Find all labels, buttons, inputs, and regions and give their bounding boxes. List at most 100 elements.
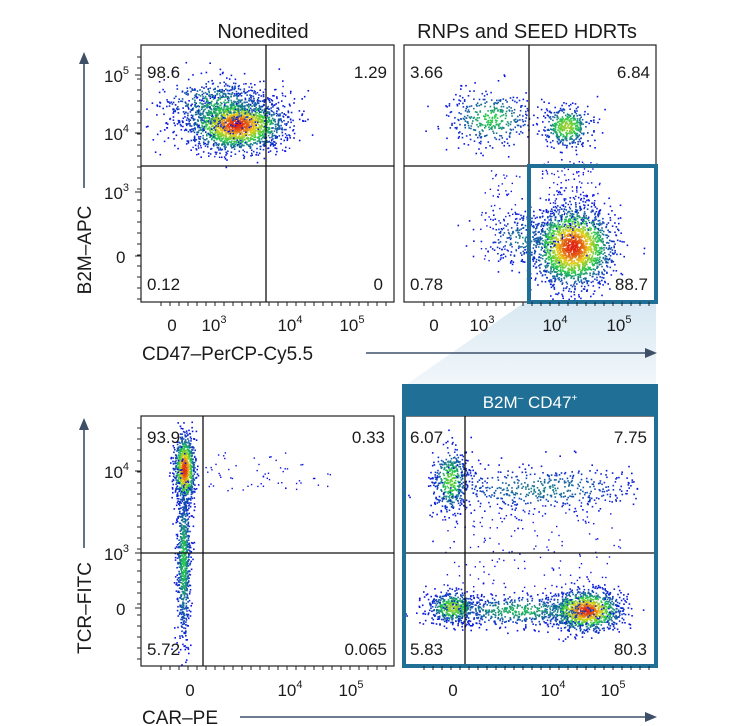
event-dot [188, 100, 190, 102]
event-dot [224, 132, 227, 135]
event-dot [259, 118, 262, 120]
event-dot [499, 109, 502, 111]
event-dot [238, 140, 240, 142]
event-dot [311, 134, 314, 136]
event-dot [598, 258, 601, 260]
event-dot [207, 132, 209, 135]
event-dot [200, 117, 202, 119]
event-dot [217, 135, 219, 137]
event-dot [207, 105, 209, 108]
event-dot [574, 236, 576, 238]
event-dot [593, 130, 595, 132]
event-dot [176, 123, 179, 125]
event-dot [257, 154, 260, 156]
event-dot [587, 258, 589, 261]
event-dot [233, 144, 236, 146]
event-dot [249, 143, 251, 146]
event-dot [207, 100, 209, 103]
event-dot [180, 125, 182, 127]
event-dot [601, 271, 603, 274]
event-dot [235, 93, 238, 95]
event-dot [508, 135, 511, 137]
event-dot [557, 213, 560, 215]
event-dot [553, 286, 556, 289]
event-dot [228, 107, 230, 110]
event-dot [520, 130, 522, 133]
event-dot [230, 124, 232, 126]
event-dot [594, 251, 597, 254]
event-dot [550, 286, 553, 289]
event-dot [209, 153, 212, 155]
event-dot [619, 253, 622, 255]
event-dot [493, 102, 495, 105]
event-dot [231, 114, 234, 117]
event-dot [599, 236, 602, 239]
event-dot [569, 208, 572, 210]
event-dot [227, 105, 229, 108]
event-dot [489, 123, 491, 126]
event-dot [238, 113, 241, 115]
event-dot [239, 133, 241, 135]
event-dot [280, 124, 282, 127]
event-dot [252, 114, 255, 116]
event-dot [548, 226, 551, 229]
event-dot [548, 256, 550, 259]
event-dot [549, 219, 552, 221]
event-dot [205, 124, 208, 127]
event-dot [559, 107, 562, 110]
event-dot [584, 278, 587, 281]
event-dot [211, 113, 213, 115]
event-dot [564, 256, 567, 259]
event-dot [237, 99, 240, 101]
event-dot [473, 98, 475, 100]
event-dot [488, 126, 490, 128]
event-dot [199, 114, 202, 117]
event-dot [206, 113, 209, 115]
event-dot [597, 214, 600, 216]
event-dot [215, 137, 218, 140]
event-dot [499, 115, 502, 118]
event-dot [560, 220, 563, 223]
event-dot [197, 147, 200, 149]
event-dot [194, 113, 197, 116]
event-dot [212, 98, 215, 100]
event-dot [507, 124, 510, 127]
event-dot [560, 239, 562, 241]
event-dot [593, 249, 596, 251]
event-dot [241, 141, 243, 144]
event-dot [577, 262, 579, 265]
event-dot [251, 130, 254, 132]
event-dot [238, 111, 240, 113]
event-dot [573, 132, 576, 135]
event-dot [228, 119, 231, 122]
event-dot [243, 120, 246, 123]
event-dot [542, 121, 544, 123]
event-dot [576, 235, 578, 238]
event-dot [264, 128, 266, 130]
event-dot [233, 88, 236, 91]
event-dot [215, 109, 218, 111]
event-dot [498, 123, 500, 126]
event-dot [585, 246, 587, 248]
event-dot [176, 84, 178, 87]
event-dot [595, 250, 598, 253]
event-dot [224, 96, 226, 98]
event-dot [208, 90, 210, 92]
nonedited-title: Nonedited [217, 21, 308, 43]
event-dot [568, 256, 570, 259]
event-dot [578, 237, 580, 239]
event-dot [256, 147, 258, 150]
event-dot [213, 140, 216, 142]
event-dot [569, 250, 572, 253]
event-dot [473, 116, 475, 119]
event-dot [288, 147, 291, 149]
event-dot [249, 147, 252, 149]
event-dot [585, 280, 588, 282]
event-dot [595, 227, 597, 229]
event-dot [607, 222, 610, 224]
event-dot [219, 104, 221, 107]
event-dot [245, 137, 248, 140]
event-dot [251, 135, 254, 137]
event-dot [555, 278, 557, 281]
